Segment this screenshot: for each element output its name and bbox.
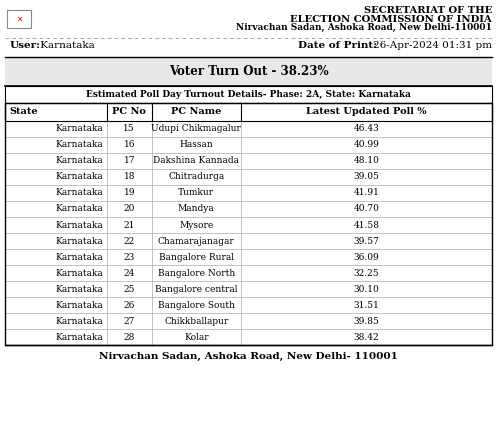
Text: 24: 24 — [124, 269, 135, 278]
Text: Hassan: Hassan — [179, 140, 213, 149]
Text: 15: 15 — [123, 124, 135, 133]
Text: Karnataka: Karnataka — [55, 220, 103, 229]
Bar — [5, 153, 492, 169]
Text: Bangalore South: Bangalore South — [158, 301, 235, 310]
Bar — [7, 10, 31, 28]
Bar — [5, 57, 492, 86]
Text: Karnataka: Karnataka — [37, 41, 95, 50]
Text: 39.57: 39.57 — [353, 237, 380, 246]
Text: 30.10: 30.10 — [354, 285, 379, 294]
Text: ELECTION COMMISSION OF INDIA: ELECTION COMMISSION OF INDIA — [290, 15, 492, 24]
Text: 20: 20 — [124, 205, 135, 214]
Bar — [5, 233, 492, 249]
Text: Latest Updated Poll %: Latest Updated Poll % — [306, 107, 427, 116]
Text: Karnataka: Karnataka — [55, 172, 103, 181]
Bar — [5, 121, 492, 137]
Text: 38.42: 38.42 — [354, 333, 379, 342]
Bar — [5, 281, 492, 297]
Text: Date of Print:: Date of Print: — [298, 41, 377, 50]
Text: 39.85: 39.85 — [353, 317, 380, 326]
Bar — [5, 137, 492, 153]
Text: Voter Turn Out - 38.23%: Voter Turn Out - 38.23% — [168, 65, 329, 78]
Bar — [5, 103, 492, 121]
Text: 19: 19 — [123, 188, 135, 197]
Text: 22: 22 — [124, 237, 135, 246]
Text: 23: 23 — [124, 253, 135, 262]
Bar — [5, 86, 492, 103]
Text: Chikkballapur: Chikkballapur — [164, 317, 229, 326]
Text: Nirvachan Sadan, Ashoka Road, New Delhi- 110001: Nirvachan Sadan, Ashoka Road, New Delhi-… — [99, 352, 398, 361]
Bar — [5, 297, 492, 313]
Text: Karnataka: Karnataka — [55, 205, 103, 214]
Text: State: State — [9, 107, 38, 116]
Text: PC Name: PC Name — [171, 107, 222, 116]
Text: Bangalore Rural: Bangalore Rural — [159, 253, 234, 262]
Text: Karnataka: Karnataka — [55, 333, 103, 342]
Text: Estimated Poll Day Turnout Details- Phase: 2A, State: Karnataka: Estimated Poll Day Turnout Details- Phas… — [86, 89, 411, 99]
Text: Karnataka: Karnataka — [55, 156, 103, 165]
Text: 41.91: 41.91 — [353, 188, 380, 197]
Text: 21: 21 — [124, 220, 135, 229]
Text: Karnataka: Karnataka — [55, 124, 103, 133]
Text: 17: 17 — [123, 156, 135, 165]
Text: Karnataka: Karnataka — [55, 237, 103, 246]
Bar — [5, 265, 492, 281]
Text: Tumkur: Tumkur — [178, 188, 214, 197]
Text: 46.43: 46.43 — [354, 124, 379, 133]
Text: ✕: ✕ — [16, 14, 22, 24]
Text: 36.09: 36.09 — [354, 253, 379, 262]
Text: Udupi Chikmagalur: Udupi Chikmagalur — [152, 124, 241, 133]
Text: 18: 18 — [123, 172, 135, 181]
Text: Karnataka: Karnataka — [55, 140, 103, 149]
Text: Karnataka: Karnataka — [55, 317, 103, 326]
Text: Mandya: Mandya — [178, 205, 215, 214]
Text: 40.99: 40.99 — [353, 140, 380, 149]
Text: 39.05: 39.05 — [353, 172, 380, 181]
Text: 28: 28 — [124, 333, 135, 342]
Text: 41.58: 41.58 — [353, 220, 380, 229]
Text: Karnataka: Karnataka — [55, 285, 103, 294]
Bar — [5, 313, 492, 330]
Bar — [5, 330, 492, 345]
Text: Karnataka: Karnataka — [55, 301, 103, 310]
Text: 31.51: 31.51 — [353, 301, 380, 310]
Text: SECRETARIAT OF THE: SECRETARIAT OF THE — [364, 6, 492, 15]
Bar — [5, 249, 492, 265]
Text: Kolar: Kolar — [184, 333, 209, 342]
Text: Bangalore central: Bangalore central — [155, 285, 238, 294]
Text: 26-Apr-2024 01:31 pm: 26-Apr-2024 01:31 pm — [373, 41, 492, 50]
Text: Mysore: Mysore — [179, 220, 213, 229]
Bar — [5, 103, 492, 345]
Text: 32.25: 32.25 — [354, 269, 379, 278]
Bar — [5, 217, 492, 233]
Text: Dakshina Kannada: Dakshina Kannada — [153, 156, 240, 165]
Text: 27: 27 — [124, 317, 135, 326]
Text: Chitradurga: Chitradurga — [168, 172, 225, 181]
Text: PC No: PC No — [112, 107, 146, 116]
Bar — [5, 185, 492, 201]
Text: Nirvachan Sadan, Ashoka Road, New Delhi-110001: Nirvachan Sadan, Ashoka Road, New Delhi-… — [236, 23, 492, 32]
Text: Karnataka: Karnataka — [55, 269, 103, 278]
Text: 48.10: 48.10 — [353, 156, 380, 165]
Text: Chamarajanagar: Chamarajanagar — [158, 237, 235, 246]
Text: 25: 25 — [123, 285, 135, 294]
Text: Bangalore North: Bangalore North — [158, 269, 235, 278]
Text: User:: User: — [10, 41, 41, 50]
Text: 26: 26 — [124, 301, 135, 310]
Bar — [5, 169, 492, 185]
Text: 16: 16 — [123, 140, 135, 149]
Text: 40.70: 40.70 — [353, 205, 380, 214]
Bar — [5, 201, 492, 217]
Text: Karnataka: Karnataka — [55, 188, 103, 197]
Text: Karnataka: Karnataka — [55, 253, 103, 262]
